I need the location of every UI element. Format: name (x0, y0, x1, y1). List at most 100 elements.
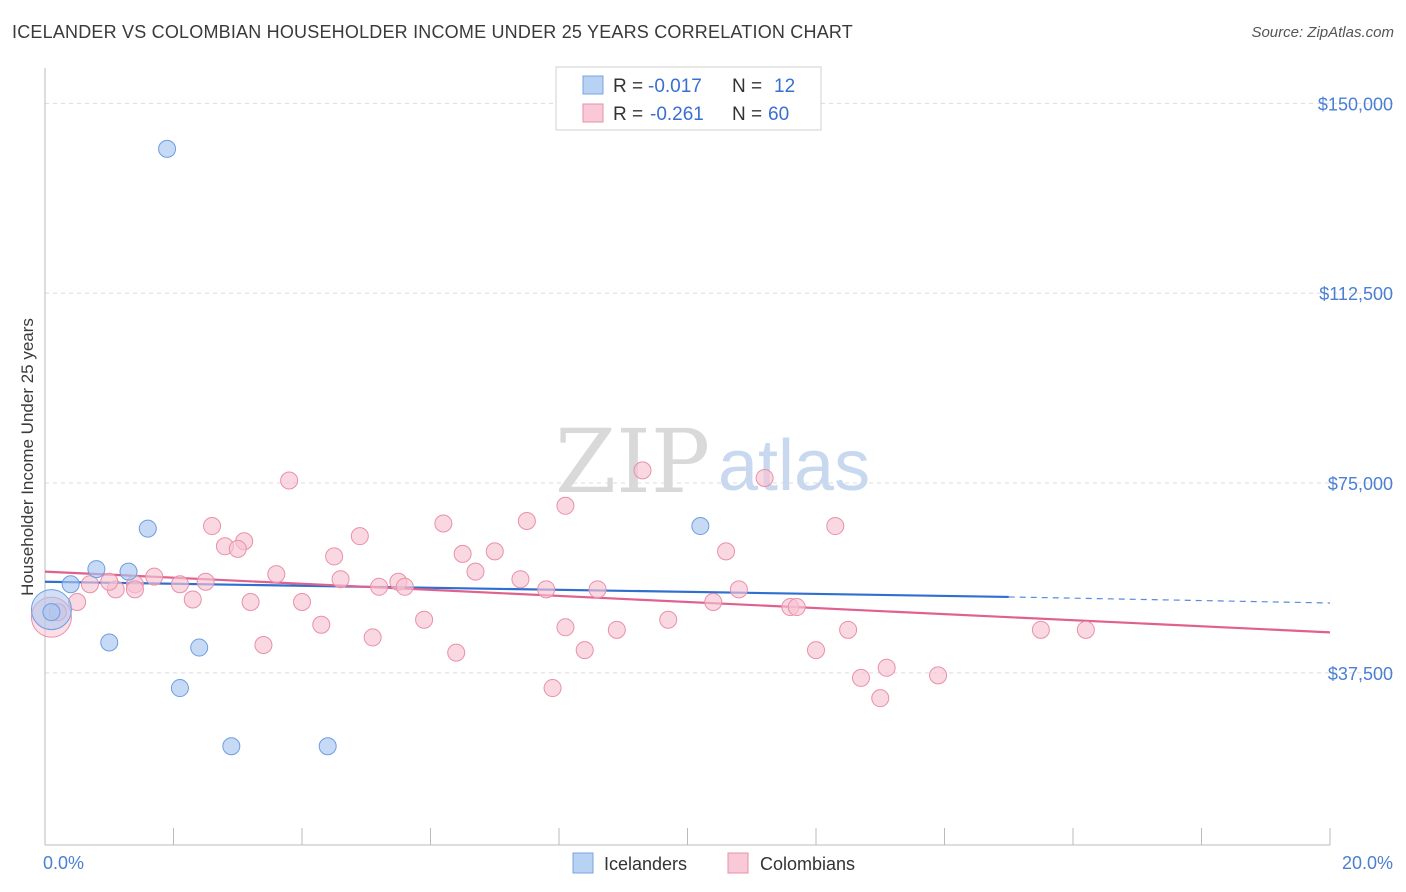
stats-n-value-2: 60 (768, 104, 789, 125)
point-1-35 (556, 618, 575, 637)
point-1-48 (839, 620, 858, 639)
point-1-33 (543, 679, 562, 698)
source-label: Source: ZipAtlas.com (1251, 24, 1394, 41)
point-1-20 (363, 628, 382, 647)
point-0-4 (158, 139, 177, 158)
y-axis-label: Householder Income Under 25 years (18, 318, 37, 596)
point-1-54 (1076, 620, 1095, 639)
watermark: ZIP atlas (555, 410, 870, 513)
point-1-18 (331, 570, 350, 589)
point-1-0 (80, 575, 99, 594)
point-1-25 (434, 514, 453, 533)
stats-swatch-colombians (582, 103, 604, 123)
watermark-atlas: atlas (718, 426, 870, 506)
point-1-38 (633, 461, 652, 480)
point-1-40 (704, 592, 723, 611)
point-1-29 (485, 542, 504, 561)
point-1-42 (729, 580, 748, 599)
point-0-6 (100, 633, 119, 652)
point-1-31 (517, 511, 536, 530)
data-points (30, 139, 1095, 756)
y-tick-label-1: $112,500 (1319, 284, 1393, 304)
point-0-1 (61, 575, 80, 594)
stats-r-label-2: R = (613, 104, 643, 125)
y-tick-label-2: $75,000 (1328, 474, 1393, 494)
point-1-13 (267, 565, 286, 584)
point-1-21 (370, 577, 389, 596)
point-1-45 (787, 598, 806, 617)
point-1-15 (293, 592, 311, 611)
x-tick-left: 0.0% (43, 853, 84, 873)
chart-title: ICELANDER VS COLOMBIAN HOUSEHOLDER INCOM… (12, 22, 853, 42)
legend-swatch-colombians (727, 852, 749, 874)
stats-legend: R = -0.017 N = 12 R = -0.261 N = 60 (555, 66, 822, 131)
point-1-59 (588, 580, 607, 599)
point-0-11 (691, 517, 710, 536)
gridlines (45, 102, 1393, 674)
trend-line-1 (44, 570, 1331, 634)
watermark-zip: ZIP (555, 410, 710, 513)
point-0-9 (222, 737, 241, 756)
point-1-43 (755, 468, 774, 487)
point-1-49 (851, 668, 870, 687)
point-1-36 (575, 641, 594, 660)
stats-n-label-1: N = (732, 76, 762, 97)
point-0-7 (190, 638, 209, 657)
point-1-30 (511, 570, 530, 589)
legend-swatch-icelanders (572, 852, 594, 874)
stats-r-label-1: R = (613, 76, 643, 97)
point-1-4 (125, 580, 144, 599)
point-1-37 (607, 620, 626, 639)
point-1-53 (1031, 620, 1050, 639)
trend-line-extension-0 (1008, 596, 1331, 604)
point-1-34 (556, 496, 575, 515)
stats-n-label-2: N = (732, 104, 762, 125)
point-1-17 (325, 547, 344, 566)
y-tick-label-0: $150,000 (1318, 94, 1393, 114)
stats-swatch-icelanders (582, 75, 604, 95)
point-1-51 (877, 658, 896, 677)
point-1-47 (826, 517, 845, 536)
stats-r-value-1: -0.017 (648, 76, 702, 97)
point-1-52 (929, 666, 948, 685)
axes (44, 68, 1331, 846)
point-1-16 (312, 615, 331, 634)
x-tick-right: 20.0% (1342, 853, 1393, 873)
point-1-11 (241, 592, 260, 611)
point-1-27 (453, 544, 472, 563)
point-1-26 (447, 643, 466, 662)
legend-label-icelanders: Icelanders (604, 854, 687, 874)
point-1-12 (254, 636, 273, 655)
stats-r-value-2: -0.261 (650, 104, 704, 125)
point-1-6 (183, 590, 202, 609)
point-1-46 (807, 641, 825, 660)
point-0-8 (170, 679, 189, 698)
point-0-0 (42, 603, 61, 622)
point-1-28 (466, 562, 485, 581)
trend-lines (44, 570, 1331, 634)
point-1-5 (170, 575, 189, 594)
point-1-39 (659, 610, 678, 629)
point-1-24 (415, 610, 434, 629)
legend-label-colombians: Colombians (760, 854, 855, 874)
point-1-19 (350, 527, 369, 546)
point-1-14 (280, 471, 299, 490)
point-1-50 (871, 689, 890, 708)
stats-n-value-1: 12 (774, 76, 795, 97)
point-1-7 (196, 572, 215, 591)
bottom-legend: Icelanders Colombians (572, 852, 855, 874)
point-0-2 (87, 560, 106, 579)
y-tick-label-3: $37,500 (1328, 664, 1393, 684)
point-1-41 (717, 542, 736, 561)
point-1-3 (145, 567, 164, 586)
point-0-10 (318, 737, 337, 756)
point-1-8 (203, 517, 222, 536)
point-1-23 (395, 577, 414, 596)
point-1-56 (100, 572, 119, 591)
point-1-58 (228, 539, 247, 558)
point-0-5 (138, 519, 157, 538)
point-0-3 (119, 562, 138, 581)
point-1-32 (537, 580, 556, 599)
y-tick-labels: $150,000 $112,500 $75,000 $37,500 (1318, 94, 1393, 684)
